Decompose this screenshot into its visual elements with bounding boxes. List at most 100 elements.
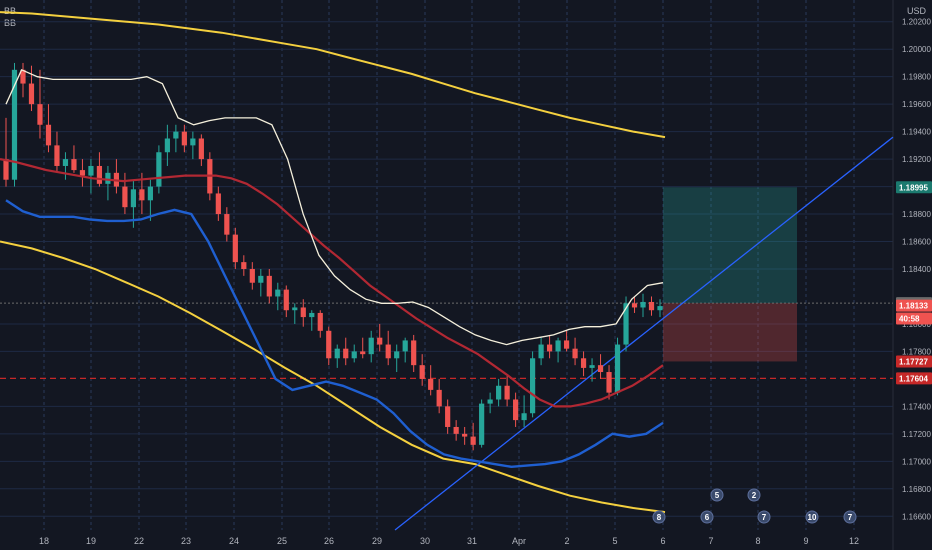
price-tag-label: 1.17604 — [899, 374, 928, 383]
candle-body — [614, 344, 621, 393]
indicator-label-1[interactable]: BB — [4, 6, 17, 16]
candle-body — [453, 426, 459, 434]
candle-body — [394, 351, 400, 359]
x-tick-label: 18 — [39, 536, 49, 546]
y-tick-label: 1.17000 — [902, 457, 931, 466]
candle-body — [419, 365, 425, 379]
candle-body — [351, 351, 357, 359]
y-tick-label: 1.19200 — [902, 155, 931, 164]
candle-body — [589, 365, 595, 368]
event-badge-label: 7 — [762, 513, 767, 522]
candle-body — [122, 186, 128, 208]
y-tick-label: 1.18400 — [902, 265, 931, 274]
candle-body — [241, 262, 247, 269]
indicator-label-2[interactable]: BB — [4, 18, 17, 28]
candle-body — [597, 365, 604, 373]
candle-body — [326, 330, 332, 359]
candle-body — [504, 385, 510, 400]
candle-body — [156, 152, 162, 187]
candle-body — [96, 165, 103, 184]
candle-body — [428, 378, 434, 390]
candle-body — [215, 193, 221, 215]
x-tick-label: 7 — [708, 536, 713, 546]
x-tick-label: 25 — [277, 536, 287, 546]
y-tick-label: 1.19800 — [902, 73, 931, 82]
candle-body — [334, 348, 340, 359]
price-tag — [896, 181, 932, 194]
candle-body — [487, 399, 493, 404]
candle-body — [343, 348, 349, 359]
candle-body — [173, 131, 179, 139]
candle-body — [529, 358, 536, 414]
candle-body — [283, 289, 289, 311]
event-badge-label: 6 — [705, 513, 710, 522]
event-badge-label: 8 — [657, 513, 662, 522]
candle-body — [190, 138, 196, 146]
price-tag — [896, 299, 932, 312]
candle-body — [521, 413, 527, 421]
candle-body — [139, 189, 145, 201]
candle-body — [71, 159, 77, 171]
event-badge — [757, 510, 771, 524]
candle-body — [3, 159, 9, 180]
trendline — [394, 136, 894, 531]
x-tick-label: 9 — [803, 536, 808, 546]
candle-body — [377, 337, 383, 345]
event-badge — [747, 488, 761, 502]
event-badge — [843, 510, 857, 524]
candle-body — [11, 69, 18, 180]
currency-label: USD — [906, 6, 926, 16]
candle-body — [538, 344, 544, 359]
candle-body — [563, 340, 570, 349]
candle-body — [292, 307, 298, 311]
candle-body — [546, 344, 553, 352]
bb-slow-lower — [0, 240, 666, 514]
price-tag — [896, 312, 932, 325]
candle-body — [555, 340, 561, 352]
candle-body — [181, 131, 187, 146]
y-tick-label: 1.16600 — [902, 512, 931, 521]
x-tick-label: 8 — [755, 536, 760, 546]
price-tag-label: 1.17727 — [899, 357, 928, 366]
x-tick-label: 6 — [660, 536, 665, 546]
y-tick-label: 1.17400 — [902, 402, 931, 411]
candle-body — [232, 234, 238, 263]
candle-body — [54, 145, 60, 166]
candle-body — [147, 186, 153, 201]
price-tag — [896, 372, 932, 385]
event-badge-label: 5 — [715, 491, 720, 500]
y-tick-label: 1.18800 — [902, 210, 931, 219]
candle-body — [360, 351, 366, 355]
x-tick-label: 31 — [467, 536, 477, 546]
event-badge-label: 10 — [808, 513, 817, 522]
candle-body — [88, 165, 94, 176]
candle-body — [385, 344, 391, 359]
y-tick-label: 1.18600 — [902, 238, 931, 247]
candle-body — [45, 124, 52, 146]
candle-body — [249, 269, 255, 283]
y-tick-label: 1.16800 — [902, 485, 931, 494]
candle-body — [130, 189, 137, 208]
event-badge — [710, 488, 724, 502]
candle-body — [479, 403, 485, 445]
candle-body — [266, 275, 272, 297]
candle-body — [309, 312, 315, 318]
candle-body — [411, 340, 417, 366]
y-tick-label: 1.20000 — [902, 45, 931, 54]
candle-body — [37, 104, 43, 125]
x-tick-label: 5 — [612, 536, 617, 546]
candle-body — [631, 303, 638, 308]
candle-body — [275, 289, 281, 297]
bb-upper-fast — [5, 68, 664, 346]
candle-body — [368, 337, 374, 355]
candle-body — [79, 170, 86, 176]
x-tick-label: 23 — [181, 536, 191, 546]
candle-body — [462, 433, 468, 437]
candle-body — [580, 358, 587, 368]
x-tick-label: 24 — [229, 536, 239, 546]
x-tick-label: 29 — [372, 536, 382, 546]
candle-body — [28, 83, 35, 105]
bb-lower-fast — [5, 199, 664, 469]
candle-body — [105, 172, 111, 184]
